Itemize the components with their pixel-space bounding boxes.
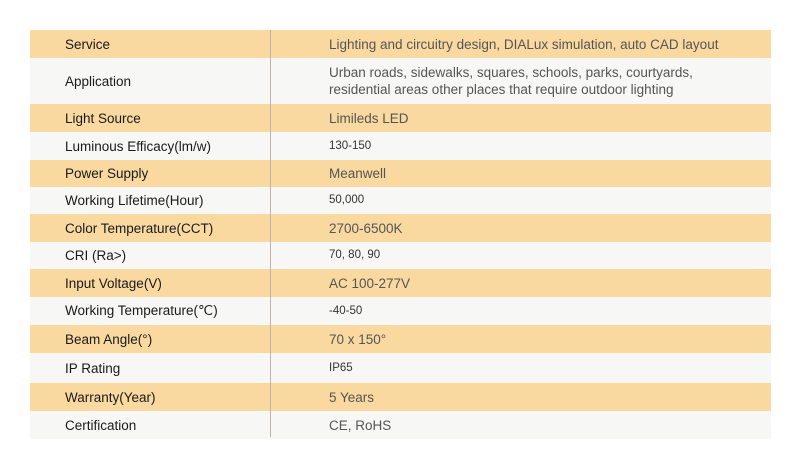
row-value-line-1: Urban roads, sidewalks, squares, schools… <box>329 65 693 80</box>
row-value: 130-150 <box>329 139 372 152</box>
row-value-multiline: Urban roads, sidewalks, squares, schools… <box>270 64 771 98</box>
row-value: Meanwell <box>329 166 387 181</box>
row-label: CRI (Ra>) <box>65 248 127 263</box>
row-value-line-2: residential areas other places that requ… <box>329 82 674 97</box>
row-value: IP65 <box>329 361 353 374</box>
row-value: 50,000 <box>329 194 365 206</box>
row-label: Color Temperature(CCT) <box>65 220 214 236</box>
table-row: Warranty(Year) 5 Years <box>30 383 771 411</box>
spec-table: Service Lighting and circuitry design, D… <box>30 30 771 439</box>
table-row: Light Source Limileds LED <box>30 104 771 132</box>
row-label: Luminous Efficacy(lm/w) <box>65 138 212 154</box>
row-label: IP Rating <box>65 360 121 376</box>
row-value: 2700-6500K <box>329 220 403 236</box>
row-label: Input Voltage(V) <box>65 275 162 291</box>
row-value: Lighting and circuitry design, DIALux si… <box>329 36 719 52</box>
row-label: Power Supply <box>65 166 149 181</box>
table-row: Service Lighting and circuitry design, D… <box>30 30 771 58</box>
row-value: 70 x 150° <box>329 331 387 347</box>
table-row: Luminous Efficacy(lm/w) 130-150 <box>30 132 771 160</box>
row-value: 5 Years <box>329 389 375 405</box>
row-value: 70, 80, 90 <box>329 249 381 261</box>
row-label: Light Source <box>65 110 141 126</box>
row-value: -40-50 <box>329 304 363 317</box>
table-row: IP Rating IP65 <box>30 353 771 383</box>
row-label: Service <box>65 36 111 52</box>
row-label: Certification <box>65 417 137 433</box>
column-divider <box>270 30 271 437</box>
table-row: Input Voltage(V) AC 100-277V <box>30 269 771 297</box>
row-value: CE, RoHS <box>329 417 392 433</box>
table-row: Application Urban roads, sidewalks, squa… <box>30 58 771 104</box>
row-value: Limileds LED <box>329 110 409 126</box>
table-row: Power Supply Meanwell <box>30 160 771 187</box>
row-label: Beam Angle(°) <box>65 331 153 347</box>
row-label: Working Lifetime(Hour) <box>65 193 204 208</box>
row-label: Application <box>65 73 132 89</box>
table-row: Beam Angle(°) 70 x 150° <box>30 325 771 353</box>
table-row: Working Lifetime(Hour) 50,000 <box>30 187 771 214</box>
table-row: Working Temperature(℃) -40-50 <box>30 297 771 325</box>
row-value: AC 100-277V <box>329 275 411 291</box>
table-row: Certification CE, RoHS <box>30 411 771 439</box>
row-label: Warranty(Year) <box>65 389 156 405</box>
row-label: Working Temperature(℃) <box>65 303 218 318</box>
table-row: Color Temperature(CCT) 2700-6500K <box>30 214 771 242</box>
table-row: CRI (Ra>) 70, 80, 90 <box>30 242 771 269</box>
